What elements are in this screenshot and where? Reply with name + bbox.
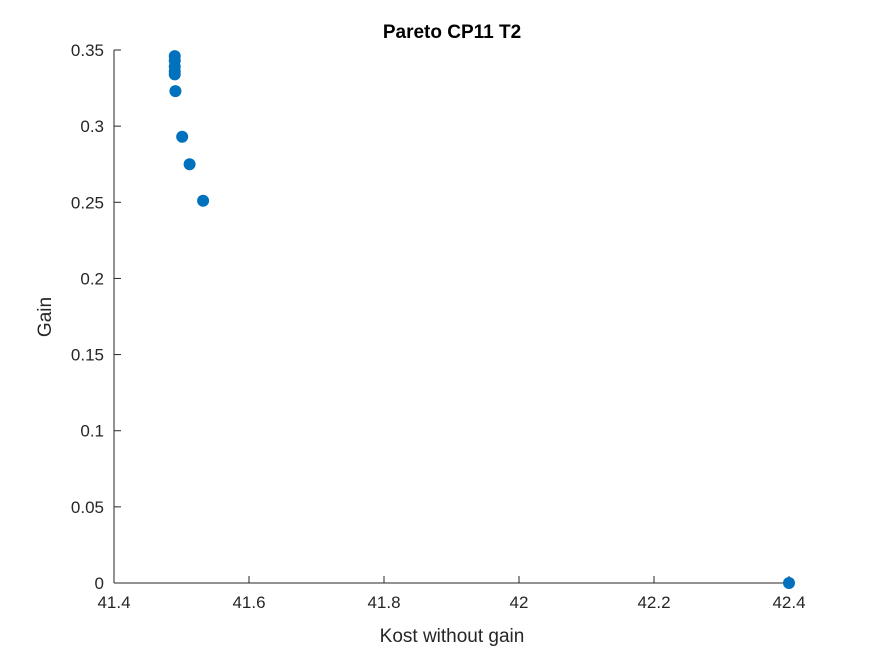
y-tick-label: 0.2	[80, 269, 104, 288]
data-point	[783, 577, 795, 589]
x-tick-label: 42	[510, 593, 529, 612]
y-ticks: 0 0.05 0.1 0.15 0.2 0.25 0.3 0.35	[71, 41, 121, 593]
y-tick-label: 0.1	[80, 422, 104, 441]
y-tick-label: 0.35	[71, 41, 104, 60]
y-axis-label: Gain	[35, 297, 56, 337]
data-point	[176, 130, 189, 143]
x-axis-label: Kost without gain	[380, 626, 525, 647]
data-points	[168, 50, 795, 589]
chart-title: Pareto CP11 T2	[383, 22, 521, 43]
x-tick-label: 41.4	[97, 593, 130, 612]
y-tick-label: 0.15	[71, 346, 104, 365]
plot-area: 41.4 41.6 41.8 42 42.2 42.4 0 0.05 0.1 0.15 0.2 0.…	[71, 41, 806, 612]
y-tick-label: 0	[95, 574, 104, 593]
data-point	[183, 158, 196, 171]
x-tick-label: 42.4	[772, 593, 805, 612]
y-tick-label: 0.25	[71, 193, 104, 212]
data-point	[169, 85, 182, 98]
y-tick-label: 0.3	[80, 117, 104, 136]
data-point	[168, 68, 181, 81]
y-tick-label: 0.05	[71, 498, 104, 517]
x-tick-label: 41.6	[232, 593, 265, 612]
data-point	[197, 194, 210, 207]
x-tick-label: 41.8	[367, 593, 400, 612]
x-tick-label: 42.2	[637, 593, 670, 612]
x-ticks: 41.4 41.6 41.8 42 42.2 42.4	[97, 576, 806, 612]
